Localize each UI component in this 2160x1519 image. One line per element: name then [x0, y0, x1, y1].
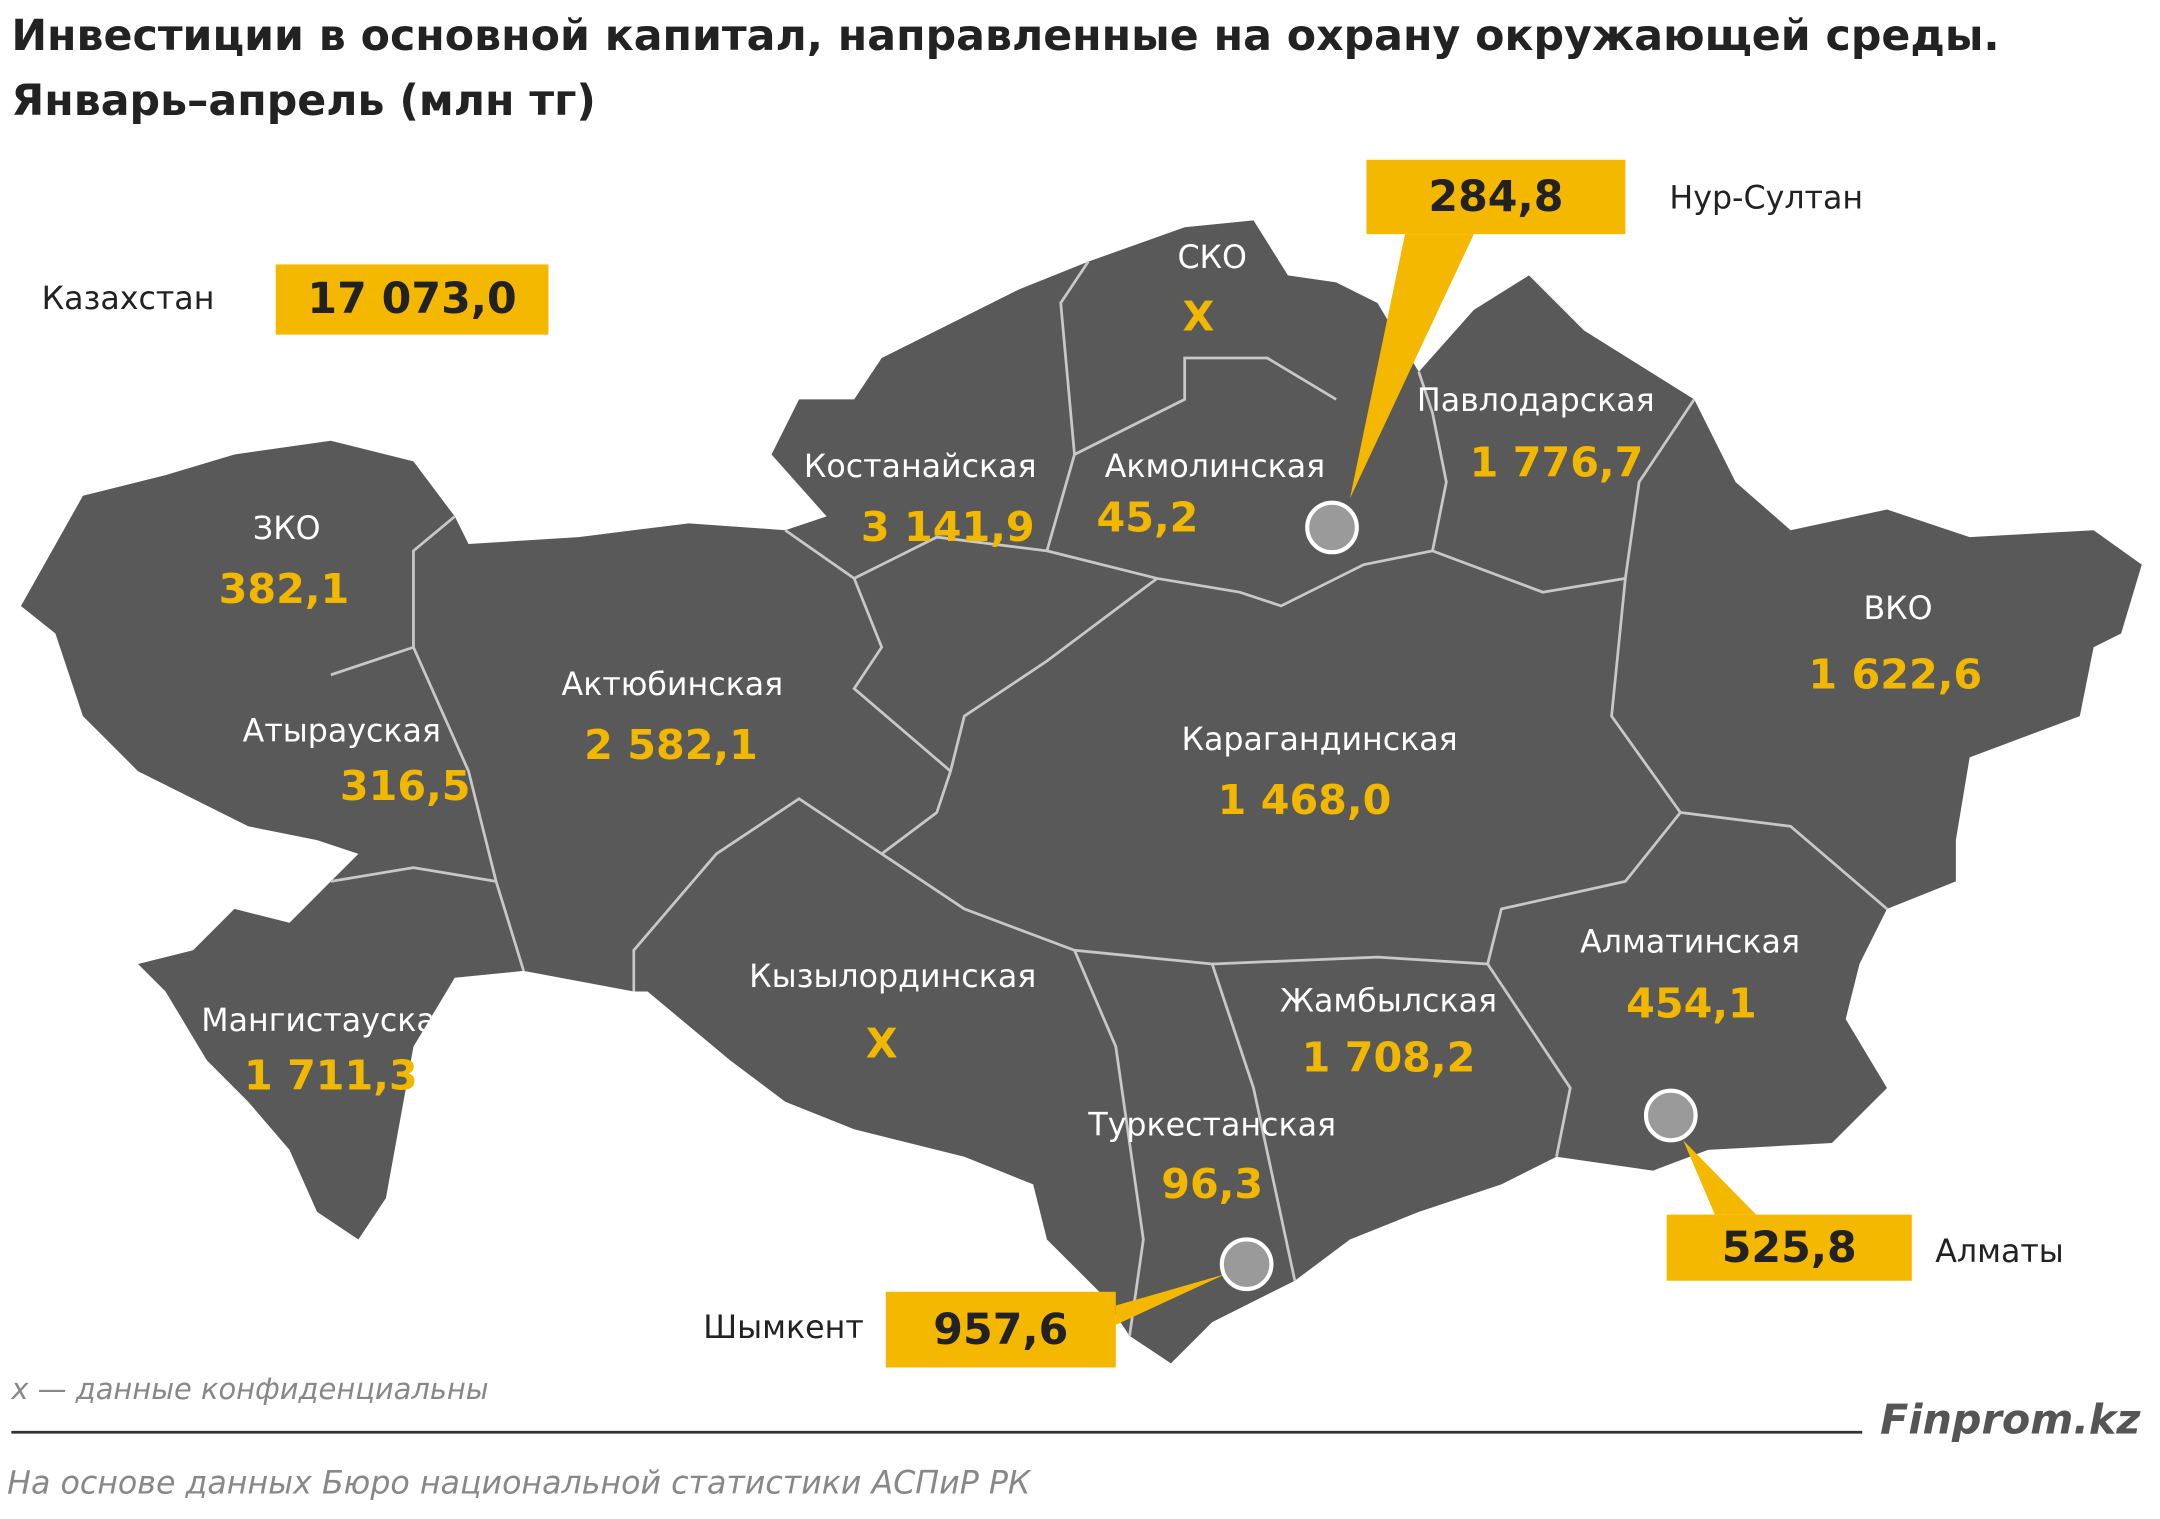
region-value: 382,1 [219, 565, 350, 613]
region-borders [330, 260, 1888, 1337]
city-marker [1305, 500, 1359, 555]
city-box [1366, 159, 1626, 235]
region-name: Жамбылская [1280, 984, 1497, 1020]
region-value: 96,3 [1161, 1160, 1263, 1208]
source: На основе данных Бюро национальной стати… [7, 1466, 1032, 1502]
region-value: 3 141,9 [861, 503, 1035, 551]
region-name: Павлодарская [1417, 383, 1655, 419]
region-name: Актюбинская [562, 667, 784, 703]
city-value: 957,6 [933, 1305, 1068, 1355]
callout [1683, 1140, 1757, 1215]
region-value: 1 711,3 [244, 1051, 418, 1099]
city-name: Нур-Султан [1669, 181, 1863, 217]
total-label: Казахстан [42, 281, 215, 317]
city-name: Алматы [1935, 1234, 2064, 1270]
region-value: 1 708,2 [1302, 1033, 1476, 1081]
title: Инвестиции в основной капитал, направлен… [11, 11, 1999, 61]
region-value: 1 776,7 [1470, 438, 1644, 486]
region-value: 2 582,1 [584, 721, 758, 769]
region-name: Мангистауская [201, 1003, 455, 1039]
region-name: СКО [1177, 240, 1247, 276]
region-name: Костанайская [804, 449, 1037, 485]
region-value: 1 622,6 [1808, 651, 1982, 699]
region-name: ВКО [1863, 591, 1932, 627]
city-value: 525,8 [1722, 1223, 1857, 1273]
total-box [275, 264, 549, 335]
region-name: Кызылординская [749, 959, 1036, 995]
region-name: ЗКО [253, 511, 321, 547]
region-value: X [1183, 292, 1215, 340]
region-value: 316,5 [340, 762, 471, 810]
city-marker [1643, 1088, 1698, 1143]
region-name: Карагандинская [1182, 722, 1458, 758]
region-name: Атырауская [243, 714, 441, 750]
city-marker [1219, 1237, 1274, 1292]
region-value: 1 468,0 [1218, 776, 1392, 824]
country-shape [20, 220, 2142, 1364]
city-value: 284,8 [1428, 172, 1563, 222]
region-name: Акмолинская [1105, 449, 1326, 485]
city-name: Шымкент [703, 1310, 863, 1346]
note: х — данные конфиденциальны [10, 1372, 488, 1406]
city-box [885, 1291, 1116, 1368]
city-box [1666, 1214, 1912, 1281]
region-value: X [866, 1020, 898, 1068]
title: Январь–апрель (млн тг) [11, 76, 596, 126]
callout [1115, 1273, 1226, 1325]
brand: Finprom.kz [1880, 1396, 2141, 1444]
region-name: Туркестанская [1087, 1108, 1336, 1144]
region-value: 45,2 [1097, 494, 1199, 542]
total-value: 17 073,0 [307, 274, 516, 324]
region-value: 454,1 [1626, 980, 1757, 1028]
region-name: Алматинская [1580, 924, 1800, 960]
